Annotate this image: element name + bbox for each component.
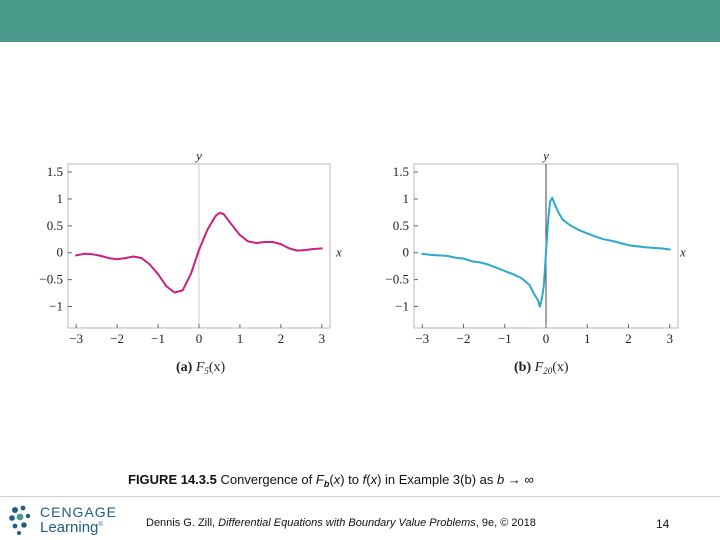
figure-caption: FIGURE 14.3.5 Convergence of Fb(x) to f(…	[128, 472, 534, 489]
logo-word-cengage: CENGAGE	[40, 504, 118, 520]
chart-b-label: (b) F20(x)	[514, 360, 569, 376]
x-tick-label: 1	[584, 331, 591, 346]
y-axis-label: y	[194, 148, 202, 163]
x-tick-label: 3	[319, 331, 326, 346]
footer-divider	[0, 496, 720, 497]
y-tick-label: 0.5	[47, 218, 63, 233]
logo-word-learning: Learning®	[40, 519, 103, 536]
y-tick-label: 1.5	[47, 164, 63, 179]
page-number: 14	[656, 517, 670, 531]
x-tick-label: −3	[415, 331, 429, 346]
x-tick-label: −2	[457, 331, 471, 346]
y-tick-label: 0	[57, 245, 64, 260]
x-tick-label: 0	[196, 331, 203, 346]
series-line	[421, 196, 671, 308]
x-tick-label: 3	[667, 331, 674, 346]
x-tick-label: −1	[498, 331, 512, 346]
y-tick-label: 1	[403, 191, 410, 206]
y-tick-label: −1	[49, 298, 63, 313]
x-tick-label: 2	[625, 331, 632, 346]
y-axis-label: y	[541, 148, 549, 163]
x-tick-label: −2	[110, 331, 124, 346]
y-tick-label: 0.5	[393, 218, 409, 233]
x-tick-label: 0	[543, 331, 550, 346]
header-bar	[0, 0, 720, 42]
y-tick-label: 0	[403, 245, 410, 260]
cengage-logo-icon	[9, 505, 31, 535]
footer-citation: Dennis G. Zill, Differential Equations w…	[146, 517, 536, 529]
y-tick-label: −0.5	[385, 272, 409, 287]
y-tick-label: −0.5	[39, 272, 63, 287]
y-tick-label: 1.5	[393, 164, 409, 179]
x-tick-label: −1	[151, 331, 165, 346]
chart-a: −3 −2 −1 0 1 2 3 −1 −0.5 0 0.5 1 1.5 y x	[39, 148, 342, 346]
y-tick-label: 1	[57, 191, 64, 206]
series-line	[75, 211, 323, 294]
x-tick-label: 2	[278, 331, 285, 346]
x-tick-label: 1	[237, 331, 244, 346]
cengage-logo: CENGAGE Learning®	[8, 502, 128, 536]
x-axis-label: x	[679, 245, 686, 260]
chart-a-label: (a) F5(x)	[176, 360, 226, 376]
chart-b: −3 −2 −1 0 1 2 3 −1 −0.5 0 0.5 1 1.5 y x	[385, 148, 686, 346]
y-tick-label: −1	[395, 298, 409, 313]
x-axis-label: x	[335, 245, 342, 260]
x-tick-label: −3	[69, 331, 83, 346]
